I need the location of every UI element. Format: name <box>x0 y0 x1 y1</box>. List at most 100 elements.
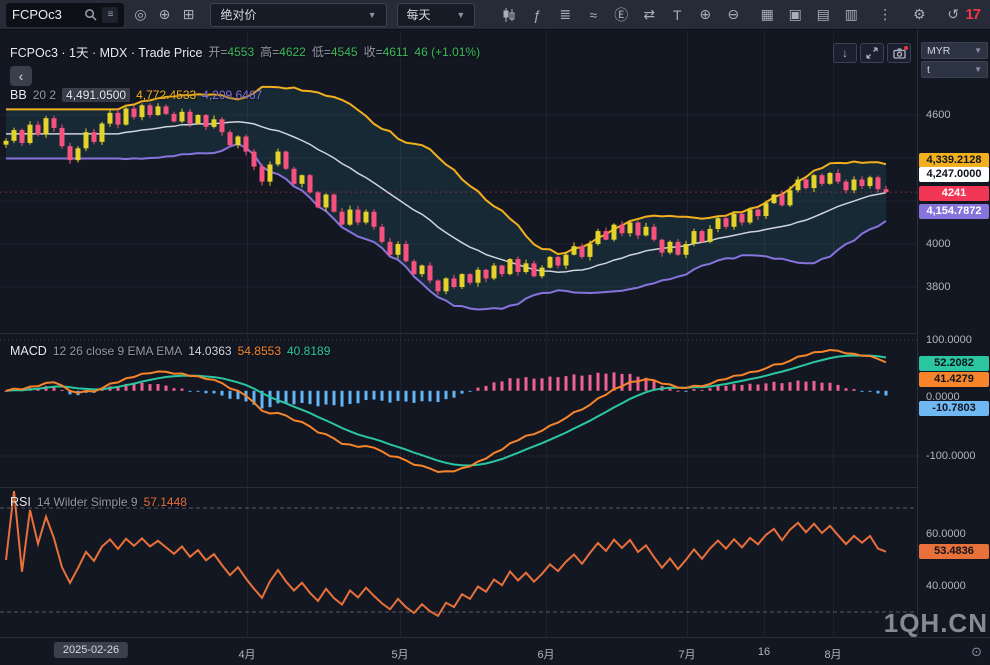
compare-scales-icon[interactable]: ⇄ <box>637 3 661 27</box>
symbol-search-box[interactable]: FCPOc3 ≡ <box>6 3 124 27</box>
chart-canvas[interactable] <box>0 30 917 637</box>
layout-rows-icon[interactable]: ≣ <box>553 3 577 27</box>
currency-dropdown[interactable]: MYR ▼ <box>921 42 988 59</box>
bollinger-legend: BB 20 2 4,491.0500 4,772.4533 4,209.6467 <box>10 88 262 102</box>
price-value-label: -10.7803 <box>919 401 989 416</box>
time-settings-icon[interactable]: ⊙ <box>971 644 982 660</box>
arrow-down-icon: ↓ <box>842 46 848 60</box>
low-label: 低= <box>312 45 331 59</box>
compare-icon[interactable]: ≈ <box>581 3 605 27</box>
chevron-down-icon: ▼ <box>970 46 982 55</box>
interval-dropdown[interactable]: 每天 ▼ <box>397 3 476 27</box>
report-chart-icon[interactable]: ▥ <box>839 3 863 27</box>
toolbar-left-icons: ◎⊕⊞ <box>128 3 200 27</box>
rsi-params: 14 Wilder Simple 9 <box>37 495 138 509</box>
price-value-label: 52.2082 <box>919 356 989 371</box>
bb-upper-value: 4,772.4533 <box>136 88 196 102</box>
camera-button[interactable] <box>887 43 911 63</box>
chart-area[interactable]: FCPOc3 · 1天 · MDX · Trade Price 开=4553 高… <box>0 30 917 637</box>
toolbar-main-icons: ƒ≣≈Ⓔ⇄T⊕⊖ ▦▣▤▥ ⋮ ⚙ ↺ <box>479 3 965 27</box>
layout-grid-icon[interactable]: ▤ <box>811 3 835 27</box>
trading-terminal: FCPOc3 ≡ ◎⊕⊞ 绝对价 ▼ 每天 ▼ ƒ≣≈Ⓔ⇄T⊕⊖▦▣▤▥⋮⚙↺ … <box>0 0 990 665</box>
text-tool-icon[interactable]: T <box>665 3 689 27</box>
low-value: 4545 <box>331 45 358 59</box>
candle-style-icon[interactable] <box>497 3 521 27</box>
chevron-down-icon: ▼ <box>970 65 982 74</box>
time-tick-label: 6月 <box>537 646 554 662</box>
events-icon[interactable]: Ⓔ <box>609 3 633 27</box>
chevron-down-icon: ▼ <box>360 10 377 20</box>
bb-lower-value: 4,209.6467 <box>202 88 262 102</box>
price-tick-label: 3800 <box>926 280 950 295</box>
load-more-button[interactable]: ↓ <box>833 43 857 63</box>
date-marker[interactable]: 2025-02-26 <box>54 642 128 658</box>
close-label: 收= <box>364 45 383 59</box>
zoom-out-icon[interactable]: ⊖ <box>721 3 745 27</box>
price-mode-dropdown[interactable]: 绝对价 ▼ <box>210 3 386 27</box>
high-label: 高= <box>260 45 279 59</box>
replay-icon[interactable]: ↺ <box>941 3 965 27</box>
series-title: FCPOc3 · 1天 · MDX · Trade Price <box>10 42 202 61</box>
time-tick-label: 4月 <box>238 646 255 662</box>
macd-line-value: 54.8553 <box>238 344 281 358</box>
top-toolbar: FCPOc3 ≡ ◎⊕⊞ 绝对价 ▼ 每天 ▼ ƒ≣≈Ⓔ⇄T⊕⊖▦▣▤▥⋮⚙↺ … <box>0 0 990 30</box>
change-value: 46 (+1.01%) <box>414 45 480 59</box>
open-value: 4553 <box>227 45 254 59</box>
price-tick-label: 40.0000 <box>926 579 966 594</box>
more-options-icon[interactable]: ⋮ <box>873 3 897 27</box>
time-tick-label: 7月 <box>678 646 695 662</box>
price-axis[interactable]: MYR ▼ t ▼ 4600 4,339.21284,247.0000 4241 4,… <box>917 30 990 637</box>
price-tick-label: 60.0000 <box>926 527 966 542</box>
open-label: 开= <box>208 45 227 59</box>
watermark: 1QH.CN <box>884 608 988 639</box>
price-value-label: 41.4279 <box>919 372 989 387</box>
chevron-down-icon: ▼ <box>448 10 465 20</box>
zoom-in-icon[interactable]: ⊕ <box>693 3 717 27</box>
target-icon[interactable]: ◎ <box>128 3 152 27</box>
time-tick-label: 8月 <box>824 646 841 662</box>
price-tick-label: 4000 <box>926 237 950 252</box>
fullscreen-button[interactable] <box>860 43 884 63</box>
rsi-legend: RSI 14 Wilder Simple 9 57.1448 <box>10 495 187 509</box>
close-value: 4611 <box>383 45 409 59</box>
price-mode-value: 绝对价 <box>220 6 256 23</box>
time-tick-label: 16 <box>758 646 770 658</box>
scroll-left-button[interactable]: ‹ <box>10 66 32 86</box>
currency-value: MYR <box>927 45 950 57</box>
price-value-label: 4,339.2128 <box>919 153 989 168</box>
high-value: 4622 <box>279 45 306 59</box>
search-icon <box>84 8 97 21</box>
price-value-label: 53.4836 <box>919 544 989 559</box>
symbol-name: FCPOc3 <box>12 7 79 22</box>
bb-name: BB <box>10 88 27 102</box>
price-tick-label: 100.0000 <box>926 333 972 348</box>
unit-dropdown[interactable]: t ▼ <box>921 61 988 78</box>
screenshot-icon[interactable]: ▣ <box>783 3 807 27</box>
expand-icon <box>866 47 878 59</box>
plus-circle-icon[interactable]: ⊕ <box>152 3 176 27</box>
bb-params: 20 2 <box>33 88 56 102</box>
notification-dot <box>904 46 908 50</box>
main-series-legend: FCPOc3 · 1天 · MDX · Trade Price 开=4553 高… <box>10 42 480 61</box>
tradingview-logo[interactable]: 17 <box>965 6 980 23</box>
price-value-label: 4241 <box>919 186 989 201</box>
price-tick-label: 4600 <box>926 108 950 123</box>
price-value-label: 4,247.0000 <box>919 167 989 182</box>
macd-params: 12 26 close 9 EMA EMA <box>53 344 182 358</box>
interval-value: 每天 <box>407 6 431 23</box>
price-tick-label: -100.0000 <box>926 449 976 464</box>
bb-basis-value: 4,491.0500 <box>62 88 130 102</box>
settings-gear-icon[interactable]: ⚙ <box>907 3 931 27</box>
price-value-label: 4,154.7872 <box>919 204 989 219</box>
time-tick-label: 5月 <box>391 646 408 662</box>
macd-name: MACD <box>10 344 47 358</box>
templates-icon[interactable]: ⊞ <box>176 3 200 27</box>
rsi-value: 57.1448 <box>144 495 187 509</box>
panel-grid-icon[interactable]: ▦ <box>755 3 779 27</box>
indicators-icon[interactable]: ƒ <box>525 3 549 27</box>
symbol-menu-icon[interactable]: ≡ <box>102 7 118 23</box>
time-axis[interactable]: ⊙ 2025-02-26 4月 5月 6月 7月 16 8月 <box>0 637 990 665</box>
macd-hist-value: 14.0363 <box>188 344 231 358</box>
unit-value: t <box>927 64 930 76</box>
macd-legend: MACD 12 26 close 9 EMA EMA 14.0363 54.85… <box>10 344 330 358</box>
